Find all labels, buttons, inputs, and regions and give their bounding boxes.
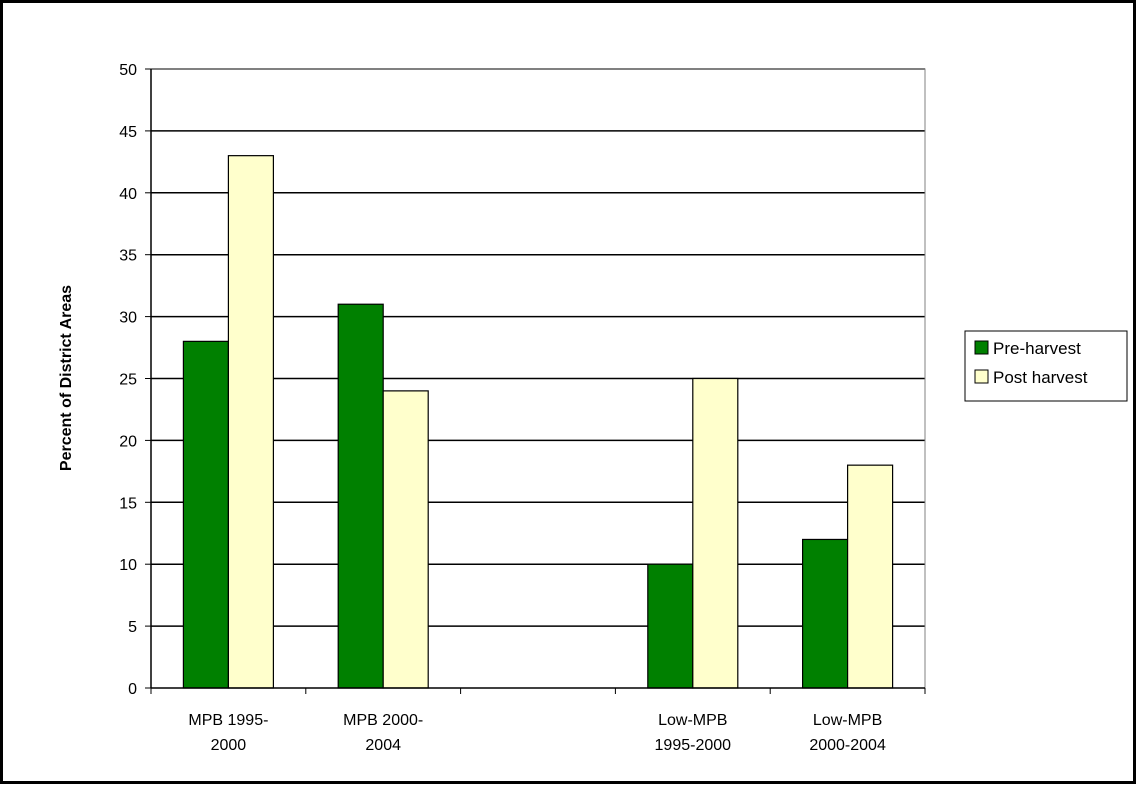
bar-post-harvest	[692, 377, 739, 689]
legend: Pre-harvest Post harvest	[964, 330, 1128, 402]
y-tick-label: 10	[119, 557, 137, 574]
x-tick-label: 2000-2004	[809, 737, 886, 754]
x-tick-label: 2004	[365, 737, 401, 754]
y-tick-label: 5	[128, 619, 137, 636]
bar-pre-harvest	[647, 563, 694, 689]
y-tick-label: 50	[119, 62, 137, 79]
y-tick-label: 15	[119, 495, 137, 512]
y-tick-label: 45	[119, 124, 137, 141]
y-tick-label: 0	[128, 681, 137, 698]
legend-swatch	[974, 340, 989, 355]
x-tick-label: 1995-2000	[655, 737, 732, 754]
legend-swatch	[974, 369, 989, 384]
y-tick-label: 40	[119, 186, 137, 203]
y-tick-label: 20	[119, 433, 137, 450]
bar-post-harvest	[382, 390, 429, 689]
bar-pre-harvest	[182, 340, 229, 689]
y-tick-label: 30	[119, 310, 137, 327]
bar-post-harvest	[846, 464, 894, 689]
x-tick-label: Low-MPB	[813, 712, 882, 729]
y-axis-label: Percent of District Areas	[58, 285, 75, 471]
axes: 0 5 10 15 20 25 30 35 40 45 50 MPB 1995- 2000 MPB 200…	[119, 62, 926, 754]
bar-post-harvest	[227, 155, 274, 689]
bar-chart: 0 5 10 15 20 25 30 35 40 45 50 MPB 1995- 2000 MPB 200…	[58, 62, 1128, 754]
y-tick-label: 35	[119, 248, 137, 265]
x-tick-label: MPB 1995-	[188, 712, 268, 729]
legend-label: Post harvest	[993, 368, 1088, 387]
x-tick-label: 2000	[211, 737, 247, 754]
bar-pre-harvest	[337, 303, 384, 689]
x-tick-label: Low-MPB	[658, 712, 727, 729]
legend-label: Pre-harvest	[993, 339, 1081, 358]
x-tick-label: MPB 2000-	[343, 712, 423, 729]
bar-pre-harvest	[801, 538, 849, 689]
y-tick-label: 25	[119, 372, 137, 389]
legend-box	[964, 330, 1128, 402]
bars	[182, 155, 894, 689]
